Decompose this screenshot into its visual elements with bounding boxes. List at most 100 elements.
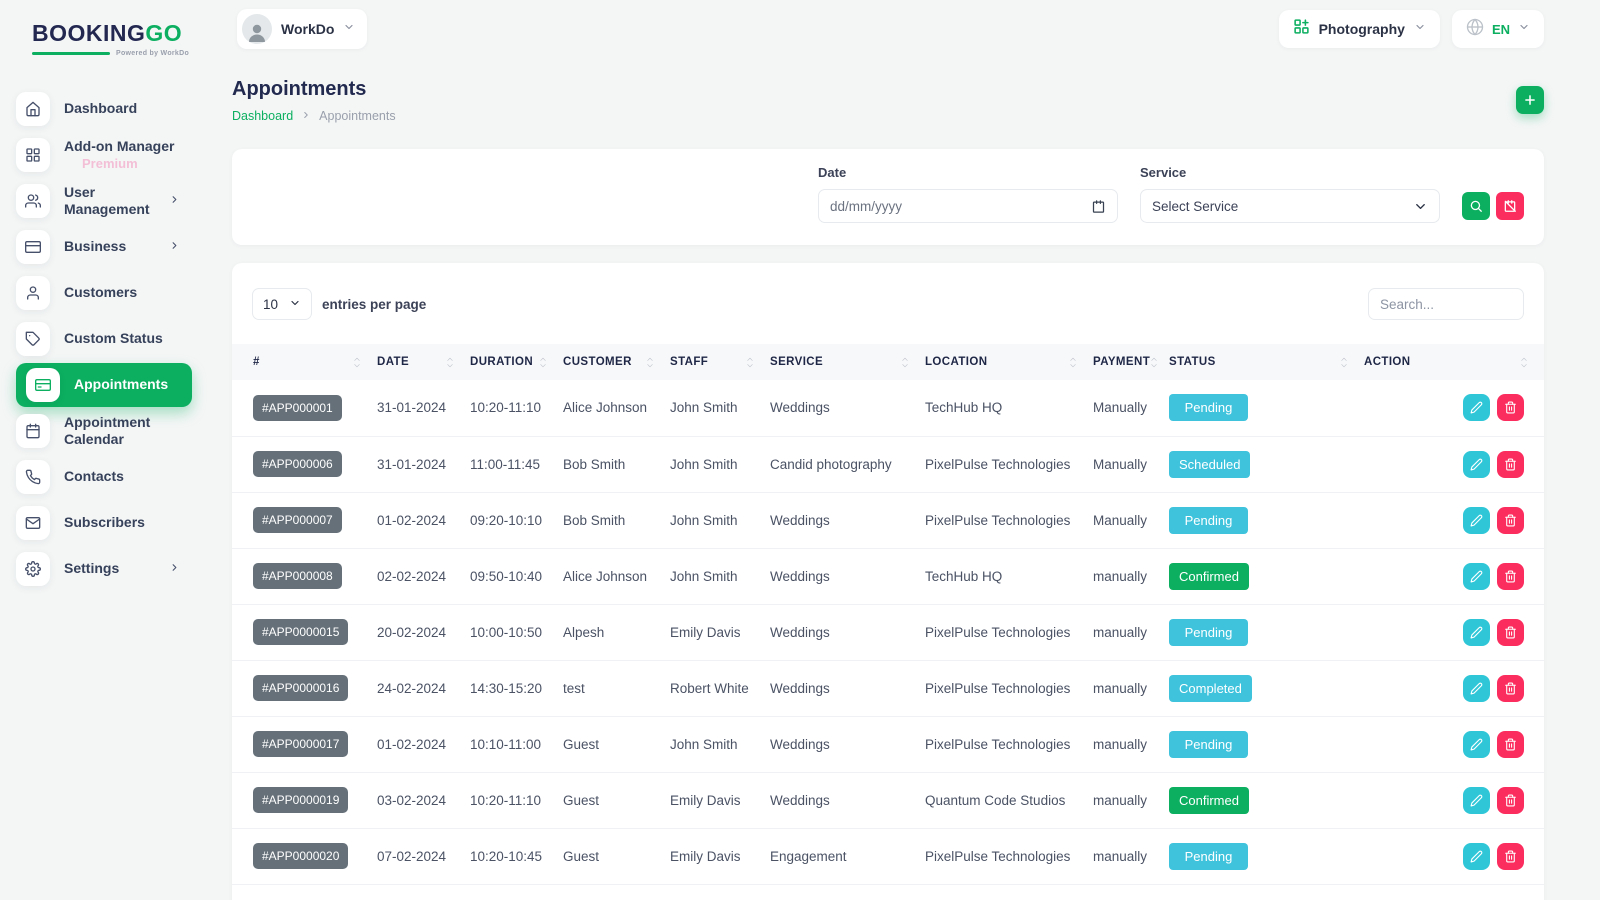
workspace-switcher[interactable]: WorkDo: [237, 9, 368, 49]
sort-icon[interactable]: [646, 357, 654, 368]
cell-date: 03-02-2024: [377, 772, 470, 829]
sidebar-item-dashboard[interactable]: Dashboard: [16, 87, 192, 131]
column-header-status[interactable]: STATUS: [1169, 344, 1364, 380]
calendar-off-icon: [1504, 200, 1516, 212]
column-header-action[interactable]: ACTION: [1364, 344, 1544, 380]
delete-button[interactable]: [1497, 562, 1524, 590]
entries-per-page-select[interactable]: 10: [252, 288, 312, 320]
edit-button[interactable]: [1463, 730, 1490, 758]
cell-customer: Bob Smith: [563, 492, 670, 549]
sort-icon[interactable]: [1340, 357, 1348, 368]
delete-button[interactable]: [1497, 786, 1524, 814]
column-header-staff[interactable]: STAFF: [670, 344, 770, 380]
sort-icon[interactable]: [746, 357, 754, 368]
calendar-icon: [1092, 199, 1105, 213]
sort-icon[interactable]: [901, 357, 909, 368]
gear-icon: [16, 552, 50, 586]
calendar-icon: [16, 414, 50, 448]
edit-button[interactable]: [1463, 506, 1490, 534]
status-badge: Confirmed: [1169, 562, 1249, 590]
appointments-table-card: 10 entries per page #DATEDURATIONCUSTOME…: [232, 263, 1544, 900]
cell-duration: 09:50-10:40: [470, 548, 563, 605]
edit-button[interactable]: [1463, 450, 1490, 478]
workspace-name: WorkDo: [281, 21, 335, 37]
edit-button[interactable]: [1463, 842, 1490, 870]
page-title: Appointments: [232, 78, 367, 100]
cell-staff: John Smith: [670, 380, 770, 437]
sidebar-item-sublabel: Premium: [82, 155, 138, 171]
appointment-id-badge[interactable]: #APP0000019: [253, 787, 349, 813]
sort-icon[interactable]: [446, 357, 454, 368]
sidebar-item-custom-status[interactable]: Custom Status: [16, 317, 192, 361]
cell-duration: 10:20-11:10: [470, 772, 563, 829]
edit-button[interactable]: [1463, 394, 1490, 422]
add-appointment-button[interactable]: [1516, 86, 1544, 114]
cell-date: 24-02-2024: [377, 660, 470, 717]
appointment-id-badge[interactable]: #APP0000015: [253, 619, 349, 645]
edit-button[interactable]: [1463, 786, 1490, 814]
delete-button[interactable]: [1497, 450, 1524, 478]
column-header-customer[interactable]: CUSTOMER: [563, 344, 670, 380]
sort-icon[interactable]: [1520, 357, 1528, 368]
app-logo[interactable]: BOOKINGGO Powered by WorkDo: [32, 20, 189, 57]
sort-icon[interactable]: [353, 357, 361, 368]
column-header-[interactable]: #: [232, 344, 377, 380]
pencil-icon: [1470, 458, 1483, 470]
appointment-id-badge[interactable]: #APP000001: [253, 394, 342, 421]
filter-reset-button[interactable]: [1496, 192, 1524, 220]
module-switcher[interactable]: Photography: [1278, 10, 1440, 48]
column-header-duration[interactable]: DURATION: [470, 344, 563, 380]
tag-icon: [16, 322, 50, 356]
card-icon: [26, 368, 60, 402]
table-search-input[interactable]: [1368, 288, 1524, 320]
edit-button[interactable]: [1463, 618, 1490, 646]
column-header-date[interactable]: DATE: [377, 344, 470, 380]
delete-button[interactable]: [1497, 674, 1524, 702]
pencil-icon: [1470, 401, 1483, 414]
sort-icon[interactable]: [1150, 357, 1158, 368]
appointment-id-badge[interactable]: #APP000006: [253, 451, 342, 477]
grid-icon: [16, 138, 50, 172]
sidebar-item-appointment-calendar[interactable]: Appointment Calendar: [16, 409, 192, 453]
sidebar-item-customers[interactable]: Customers: [16, 271, 192, 315]
appointment-id-badge[interactable]: #APP000008: [253, 563, 342, 589]
table-row: #APP0000016 24-02-2024 14:30-15:20 test Robe…: [232, 660, 1544, 717]
sidebar-item-add-on-manager[interactable]: Add-on Manager Premium: [16, 133, 192, 177]
appointment-id-badge[interactable]: #APP0000020: [253, 843, 349, 869]
delete-button[interactable]: [1497, 618, 1524, 646]
table-row: #APP000008 02-02-2024 09:50-10:40 Alice Joh…: [232, 548, 1544, 605]
sort-icon[interactable]: [1069, 357, 1077, 368]
column-header-payment[interactable]: PAYMENT: [1093, 344, 1169, 380]
sidebar-item-business[interactable]: Business: [16, 225, 192, 269]
language-switcher[interactable]: EN: [1451, 10, 1544, 48]
sidebar-item-settings[interactable]: Settings: [16, 547, 192, 591]
sidebar-item-user-management[interactable]: User Management: [16, 179, 192, 223]
sidebar-item-label: User Management: [64, 183, 150, 218]
sidebar-item-appointments[interactable]: Appointments: [16, 363, 192, 407]
appointment-id-badge[interactable]: #APP0000016: [253, 675, 349, 701]
sort-icon[interactable]: [539, 357, 547, 368]
edit-button[interactable]: [1463, 674, 1490, 702]
sidebar-item-subscribers[interactable]: Subscribers: [16, 501, 192, 545]
service-filter-select[interactable]: Select Service: [1140, 189, 1440, 223]
appointment-id-badge[interactable]: #APP000007: [253, 507, 342, 533]
trash-icon: [1505, 738, 1516, 750]
mail-icon: [16, 506, 50, 540]
date-filter-input[interactable]: dd/mm/yyyy: [818, 189, 1118, 223]
cell-date: 01-02-2024: [377, 492, 470, 549]
cell-staff: John Smith: [670, 548, 770, 605]
appointment-id-badge[interactable]: #APP0000017: [253, 731, 349, 757]
sidebar-item-label: Settings: [64, 560, 120, 577]
column-header-location[interactable]: LOCATION: [925, 344, 1093, 380]
delete-button[interactable]: [1497, 506, 1524, 534]
column-header-service[interactable]: SERVICE: [770, 344, 925, 380]
delete-button[interactable]: [1497, 730, 1524, 758]
filter-search-button[interactable]: [1462, 192, 1490, 220]
edit-button[interactable]: [1463, 562, 1490, 590]
chevron-down-icon: [289, 297, 301, 312]
breadcrumb-dashboard-link[interactable]: Dashboard: [232, 109, 294, 123]
sidebar-item-contacts[interactable]: Contacts: [16, 455, 192, 499]
delete-button[interactable]: [1497, 842, 1524, 870]
chevron-down-icon: [1518, 20, 1530, 38]
delete-button[interactable]: [1497, 394, 1524, 422]
